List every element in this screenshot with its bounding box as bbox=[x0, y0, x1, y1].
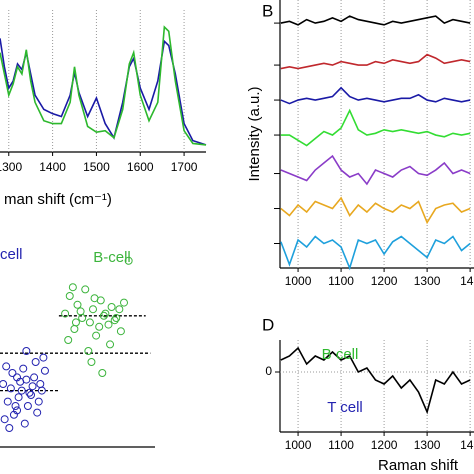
point bbox=[92, 331, 101, 340]
point bbox=[0, 415, 9, 424]
point bbox=[85, 318, 94, 327]
point bbox=[70, 325, 79, 333]
y-tick-label: 0 bbox=[265, 364, 272, 378]
x-tick-label: 1200 bbox=[371, 274, 398, 288]
annotation: B cell bbox=[322, 346, 359, 363]
point bbox=[107, 303, 116, 311]
point bbox=[120, 298, 128, 307]
x-tick-label: 140 bbox=[460, 438, 474, 452]
point bbox=[28, 382, 37, 391]
x-tick-label: 1300 bbox=[414, 438, 441, 452]
panel-label: B bbox=[262, 1, 273, 20]
point bbox=[110, 316, 119, 325]
point bbox=[116, 327, 125, 336]
x-tick-label: 1400 bbox=[39, 160, 66, 174]
point bbox=[39, 353, 48, 362]
series-line bbox=[280, 53, 471, 70]
x-axis-label: Raman shift bbox=[378, 457, 459, 474]
point bbox=[68, 283, 77, 292]
x-tick-label: 1600 bbox=[127, 160, 154, 174]
point bbox=[84, 347, 93, 355]
point bbox=[6, 384, 15, 393]
series-line bbox=[280, 196, 471, 225]
point bbox=[17, 386, 26, 395]
point bbox=[104, 320, 113, 329]
point bbox=[98, 369, 107, 377]
series-line bbox=[280, 346, 471, 415]
point bbox=[23, 402, 32, 410]
point bbox=[64, 336, 73, 344]
series-line bbox=[280, 235, 471, 271]
series-line bbox=[280, 15, 471, 26]
point bbox=[95, 322, 104, 331]
point bbox=[9, 410, 18, 419]
point bbox=[89, 305, 97, 314]
point bbox=[36, 380, 45, 388]
point bbox=[81, 285, 90, 294]
x-tick-label: 1000 bbox=[285, 438, 312, 452]
point bbox=[8, 369, 17, 377]
point bbox=[34, 397, 43, 406]
point bbox=[27, 391, 35, 399]
x-tick-label: 1500 bbox=[83, 160, 110, 174]
annotation: T cell bbox=[327, 399, 363, 416]
point bbox=[25, 388, 34, 397]
series-line bbox=[280, 154, 471, 186]
point bbox=[112, 314, 121, 322]
point bbox=[124, 256, 133, 265]
point bbox=[65, 292, 74, 300]
point bbox=[20, 419, 29, 428]
point bbox=[2, 362, 11, 371]
point bbox=[73, 300, 82, 309]
point bbox=[40, 366, 49, 375]
legend-label: cell bbox=[0, 246, 23, 263]
point bbox=[0, 380, 8, 388]
point bbox=[61, 309, 70, 318]
x-tick-label: 1700 bbox=[171, 160, 198, 174]
point bbox=[99, 311, 108, 320]
point bbox=[71, 318, 80, 327]
x-tick-label: 1100 bbox=[328, 438, 354, 452]
legend-label: B-cell bbox=[93, 249, 131, 266]
series-line bbox=[280, 86, 471, 105]
point bbox=[5, 424, 14, 432]
point bbox=[90, 294, 99, 303]
point bbox=[33, 408, 42, 417]
series-line bbox=[0, 38, 207, 146]
x-tick-label: 1000 bbox=[285, 274, 312, 288]
x-tick-label: 1100 bbox=[328, 274, 354, 288]
point bbox=[115, 305, 124, 314]
point bbox=[13, 373, 22, 382]
series-line bbox=[280, 108, 471, 147]
point bbox=[106, 340, 115, 349]
x-tick-label: 1200 bbox=[371, 438, 398, 452]
point bbox=[11, 402, 20, 410]
point bbox=[14, 393, 23, 402]
y-axis-label: Intensity (a.u.) bbox=[246, 86, 263, 181]
x-axis-label: man shift (cm⁻¹) bbox=[4, 191, 112, 208]
point bbox=[31, 358, 40, 366]
x-tick-label: 140 bbox=[460, 274, 474, 288]
point bbox=[19, 364, 28, 373]
x-tick-label: 1300 bbox=[0, 160, 22, 174]
point bbox=[101, 309, 110, 318]
point bbox=[87, 358, 96, 366]
panel-label: D bbox=[262, 315, 274, 334]
x-tick-label: 1300 bbox=[414, 274, 441, 288]
point bbox=[78, 314, 87, 322]
point bbox=[76, 307, 85, 316]
point bbox=[3, 397, 12, 406]
point bbox=[37, 386, 46, 395]
point bbox=[30, 373, 39, 382]
series-line bbox=[0, 25, 207, 146]
point bbox=[22, 347, 31, 355]
